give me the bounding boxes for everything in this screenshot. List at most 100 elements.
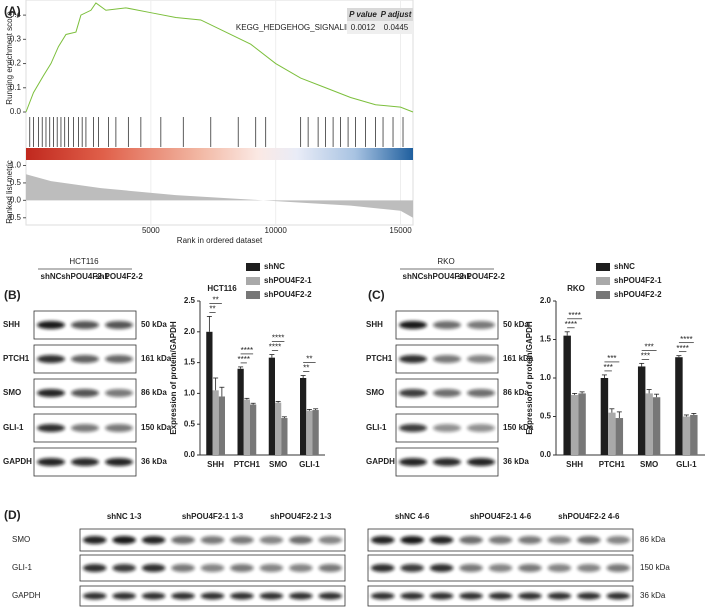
blot-band <box>230 564 254 572</box>
sig-label: **** <box>676 344 688 353</box>
sig-label: ** <box>213 296 219 305</box>
blot-band <box>289 536 313 544</box>
size-label: 86 kDa <box>640 535 666 544</box>
blot-band <box>459 536 483 544</box>
size-label: 86 kDa <box>141 388 167 397</box>
group-label: shNC 1-3 <box>107 512 142 521</box>
blot-band <box>200 564 225 572</box>
protein-label: SMO <box>366 388 384 397</box>
bar <box>212 390 219 455</box>
lane-label: shPOU4F2-2 <box>95 272 143 281</box>
size-label: 86 kDa <box>503 388 529 397</box>
blot-band <box>230 536 254 544</box>
bar <box>563 335 571 455</box>
sig-label: **** <box>568 311 580 320</box>
lane-label: shPOU4F2-1 <box>423 272 471 281</box>
blot-band <box>433 389 461 397</box>
y-tick-label: 0.0 <box>540 450 552 459</box>
x-tick-label: SHH <box>566 460 583 469</box>
sig-label: ** <box>209 305 215 314</box>
bar <box>578 393 586 455</box>
legend-swatch <box>596 277 610 285</box>
blot-band <box>37 458 65 466</box>
stats-header: P value <box>349 10 377 19</box>
blot-band <box>37 321 65 329</box>
blot-band <box>467 389 495 397</box>
bar <box>275 402 282 455</box>
protein-label: GAPDH <box>3 457 32 466</box>
blot-band <box>518 564 542 572</box>
protein-label: GLI-1 <box>12 563 33 572</box>
blot-band <box>105 321 133 329</box>
blot-band <box>488 564 513 572</box>
blot-band <box>200 592 225 600</box>
size-label: 36 kDa <box>503 457 529 466</box>
y-tick-label: 1.0 <box>540 373 552 382</box>
blot-band <box>37 424 65 432</box>
legend-label: shPOU4F2-2 <box>264 290 312 299</box>
bar <box>682 416 691 455</box>
legend-swatch <box>246 291 260 299</box>
blot-band <box>171 536 195 544</box>
panel-label: (A) <box>4 4 21 18</box>
metric-area <box>26 174 413 218</box>
lane-label: shPOU4F2-1 <box>61 272 109 281</box>
bar <box>608 412 616 455</box>
blot-band <box>459 564 483 572</box>
stats-body-bg <box>347 21 413 34</box>
sig-label: **** <box>680 335 692 344</box>
y-tick-label: 1.0 <box>10 161 22 170</box>
y-tick-label: 1.5 <box>540 335 552 344</box>
size-label: 150 kDa <box>640 563 670 572</box>
group-label: shPOU4F2-2 1-3 <box>270 512 332 521</box>
y-tick-label: 0.0 <box>10 195 22 204</box>
blot-band <box>71 424 99 432</box>
stats-value: 0.0012 <box>351 23 376 32</box>
size-label: 50 kDa <box>503 320 529 329</box>
protein-label: SMO <box>3 388 21 397</box>
blot-band <box>289 592 313 600</box>
y-tick-label: -0.5 <box>7 213 21 222</box>
blot-band <box>518 592 542 600</box>
chart-title: RKO <box>567 284 585 293</box>
blot-band <box>105 389 133 397</box>
blot-band <box>577 536 601 544</box>
blot-band <box>141 564 166 572</box>
sig-label: **** <box>565 320 577 329</box>
panel-label: (B) <box>4 288 21 302</box>
blot-band <box>467 424 495 432</box>
stats-value: 0.0445 <box>384 23 409 32</box>
bar <box>237 368 244 455</box>
blot-band <box>399 424 427 432</box>
y-tick-label: 0.5 <box>540 412 552 421</box>
y-tick-label: 0.0 <box>10 107 22 116</box>
y-tick-label: 0.2 <box>10 59 22 68</box>
size-label: 36 kDa <box>640 591 666 600</box>
panel-label: (D) <box>4 508 21 522</box>
y-tick-label: 0.1 <box>10 83 22 92</box>
bar <box>645 393 653 455</box>
blot-band <box>606 592 631 600</box>
lane-label: shNC <box>403 272 424 281</box>
bar <box>281 418 288 455</box>
blot-band <box>400 536 424 544</box>
bar <box>675 357 683 455</box>
x-tick-label: SHH <box>207 460 224 469</box>
blot-band <box>459 592 483 600</box>
protein-label: GLI-1 <box>366 423 387 432</box>
protein-label: PTCH1 <box>366 354 393 363</box>
bar <box>206 331 213 455</box>
blot-band <box>547 536 572 544</box>
bar <box>300 378 307 455</box>
sig-label: **** <box>241 346 253 355</box>
legend-label: shPOU4F2-1 <box>614 276 662 285</box>
y-axis-label: Running enrichment score <box>5 11 14 105</box>
legend-label: shNC <box>614 262 635 271</box>
blot-band <box>429 592 454 600</box>
blot-band <box>577 564 601 572</box>
y-tick-label: 0.0 <box>184 450 196 459</box>
blot-band <box>105 355 133 363</box>
blot-band <box>71 355 99 363</box>
blot-band <box>467 321 495 329</box>
blot-band <box>606 564 631 572</box>
